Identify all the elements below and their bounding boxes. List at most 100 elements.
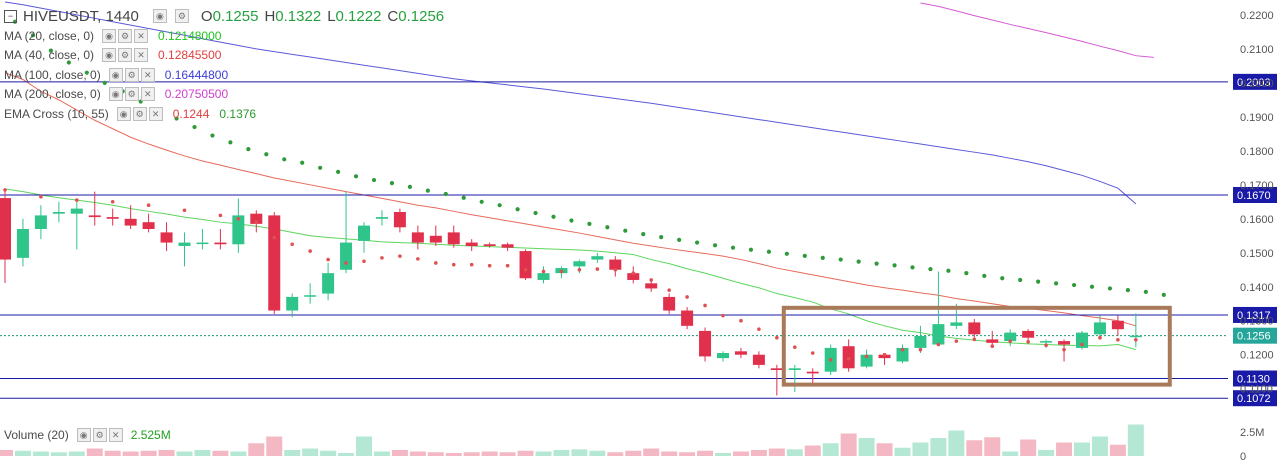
indicator-ma40[interactable]: MA (40, close, 0) ◉ ⚙ ✕ 0.12845500 xyxy=(4,46,221,64)
eye-icon[interactable]: ◉ xyxy=(76,428,91,442)
volume-bar xyxy=(894,447,911,456)
eye-icon[interactable]: ◉ xyxy=(108,68,123,82)
close-icon[interactable]: ✕ xyxy=(134,29,149,43)
ema-dot xyxy=(380,256,384,260)
close-icon[interactable]: ✕ xyxy=(140,87,155,101)
candle-down xyxy=(968,322,981,335)
candle-down xyxy=(609,259,622,270)
candle-up xyxy=(1129,335,1142,338)
gear-icon[interactable]: ⚙ xyxy=(124,87,139,101)
ema-dot xyxy=(685,295,689,299)
candle-up xyxy=(178,242,191,246)
sar-dot xyxy=(66,60,71,65)
indicator-ma100[interactable]: MA (100, close, 0) ◉ ⚙ ✕ 0.16444800 xyxy=(4,66,228,84)
volume-bars: 2.5M 0 xyxy=(0,424,1264,463)
sar-dot xyxy=(820,255,825,260)
horizontal-line-tag xyxy=(1233,370,1277,387)
sar-dot xyxy=(910,265,915,270)
ema-dot xyxy=(236,216,241,221)
volume-tick-label: 0 xyxy=(1240,451,1246,463)
candle-up xyxy=(717,353,729,359)
sar-dot xyxy=(928,266,933,272)
sar-dot xyxy=(282,157,287,162)
ema-dot xyxy=(146,203,151,207)
ema-dot xyxy=(649,278,653,282)
ema-dot xyxy=(810,351,815,355)
volume-bar xyxy=(284,450,301,456)
ema-dot xyxy=(1008,339,1012,343)
close-icon[interactable]: ✕ xyxy=(148,107,163,121)
gear-icon[interactable]: ⚙ xyxy=(118,29,133,43)
candle-down xyxy=(268,215,281,311)
close-icon[interactable]: ✕ xyxy=(134,48,149,62)
volume-bar xyxy=(86,448,103,456)
ema-dot xyxy=(846,356,851,361)
ema-dot xyxy=(990,344,995,349)
volume-bar xyxy=(320,450,337,456)
eye-icon[interactable]: ◉ xyxy=(152,9,167,23)
gear-icon[interactable]: ⚙ xyxy=(132,107,147,121)
low-label: L xyxy=(327,7,336,25)
candle-up xyxy=(304,295,317,297)
candle-down xyxy=(160,232,173,243)
volume-legend[interactable]: Volume (20) ◉ ⚙ ✕ 2.525M xyxy=(4,428,171,442)
ema-dot xyxy=(75,198,79,202)
volume-bar xyxy=(481,451,498,456)
ema-dot xyxy=(828,358,833,362)
volume-bar xyxy=(427,452,444,456)
indicator-ema-cross[interactable]: EMA Cross (10, 55) ◉ ⚙ ✕ 0.1244 0.1376 xyxy=(4,105,256,123)
y-tick-label: 0.1600 xyxy=(1240,214,1274,226)
candle-down xyxy=(699,330,712,357)
candle-up xyxy=(52,211,65,214)
volume-bar xyxy=(930,438,947,456)
highlight-rectangle xyxy=(781,305,1172,387)
y-tick-label: 0.1900 xyxy=(1240,112,1274,124)
highlight-box xyxy=(781,305,1172,387)
candle-up xyxy=(286,296,299,311)
gear-icon[interactable]: ⚙ xyxy=(124,68,139,82)
volume-bar xyxy=(625,450,642,456)
candle-down xyxy=(1111,320,1124,330)
eye-icon[interactable]: ◉ xyxy=(108,87,123,101)
ema-dot xyxy=(775,335,779,340)
eye-icon[interactable]: ◉ xyxy=(102,29,117,43)
symbol-label[interactable]: HIVEUSDT, 1440 xyxy=(23,7,139,25)
ema-dot xyxy=(1116,337,1120,342)
indicator-ma20[interactable]: MA (20, close, 0) ◉ ⚙ ✕ 0.12148000 xyxy=(4,27,221,45)
volume-bar xyxy=(230,451,247,456)
eye-icon[interactable]: ◉ xyxy=(102,48,117,62)
volume-bar xyxy=(517,450,534,456)
sar-dot xyxy=(479,199,484,204)
candle-down xyxy=(752,354,765,365)
close-icon[interactable]: ✕ xyxy=(140,68,155,82)
candle-down xyxy=(106,217,119,219)
ema-dot xyxy=(416,257,420,261)
volume-bar xyxy=(194,450,211,456)
candle-up xyxy=(1004,332,1017,342)
candle-up xyxy=(896,347,909,362)
sar-dot xyxy=(228,140,233,145)
gear-icon[interactable]: ⚙ xyxy=(92,428,107,442)
candle-up xyxy=(70,208,83,214)
sar-dot xyxy=(677,237,682,242)
collapse-icon[interactable]: − xyxy=(4,9,17,23)
sar-dot xyxy=(587,221,592,226)
y-tick-label: 0.1300 xyxy=(1240,316,1274,328)
sar-dot xyxy=(659,235,664,240)
volume-bar xyxy=(912,442,929,456)
sar-dot xyxy=(1107,286,1113,291)
gear-icon[interactable]: ⚙ xyxy=(118,48,133,62)
volume-bar xyxy=(948,430,965,456)
gear-icon[interactable]: ⚙ xyxy=(174,9,189,23)
sar-dot xyxy=(1018,277,1023,283)
indicator-ma200[interactable]: MA (200, close, 0) ◉ ⚙ ✕ 0.20750500 xyxy=(4,85,228,103)
volume-bar xyxy=(1074,442,1090,456)
sar-dot xyxy=(730,245,736,250)
horizontal-line-tag xyxy=(1233,306,1277,323)
sar-dot xyxy=(443,191,448,197)
ema-dot xyxy=(577,267,582,272)
eye-icon[interactable]: ◉ xyxy=(116,107,131,121)
close-icon[interactable]: ✕ xyxy=(108,428,123,442)
ema-dot xyxy=(559,269,564,274)
